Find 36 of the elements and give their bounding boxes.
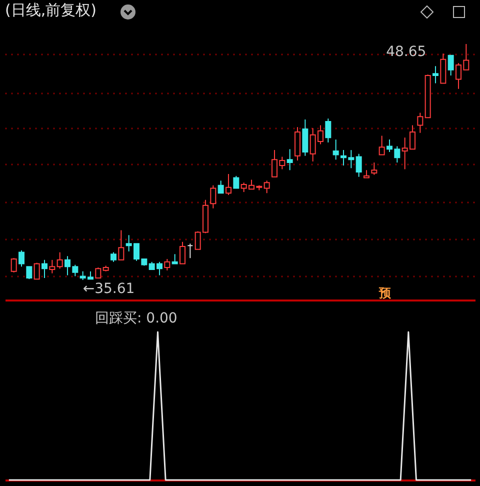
text: ←35.61 (82, 281, 135, 297)
candlestick (42, 259, 48, 279)
candlestick (378, 135, 385, 156)
candlestick (286, 148, 293, 171)
candlestick (172, 254, 178, 264)
candlestick (356, 153, 362, 178)
candlestick (417, 112, 424, 134)
candlestick (218, 180, 224, 194)
candlestick (118, 230, 124, 260)
candlestick (49, 259, 56, 274)
candlestick (18, 250, 24, 268)
annotation: 48.65 (386, 44, 426, 60)
candlestick (233, 175, 240, 189)
candlestick (210, 184, 216, 209)
candlestick (226, 173, 232, 196)
candlestick (332, 139, 339, 160)
candlestick (26, 266, 32, 280)
candlestick (294, 126, 300, 162)
candlestick (440, 53, 446, 84)
candlestick (164, 258, 170, 271)
candlestick (302, 118, 308, 156)
chart-title: (日线,前复权) (5, 1, 96, 19)
candlestick (325, 118, 332, 143)
candlestick (371, 162, 378, 176)
candlestick (432, 66, 438, 84)
text: 预 (378, 286, 392, 300)
candlestick (10, 258, 17, 273)
candlestick (110, 252, 116, 262)
candlestick (34, 262, 40, 280)
candlestick (95, 267, 102, 279)
candlestick (264, 180, 270, 194)
candlestick (448, 54, 454, 76)
chart-title: 回踩买: 0.00 (95, 310, 178, 326)
candlestick (56, 252, 63, 270)
candlestick (187, 243, 194, 259)
candlestick (180, 241, 186, 264)
